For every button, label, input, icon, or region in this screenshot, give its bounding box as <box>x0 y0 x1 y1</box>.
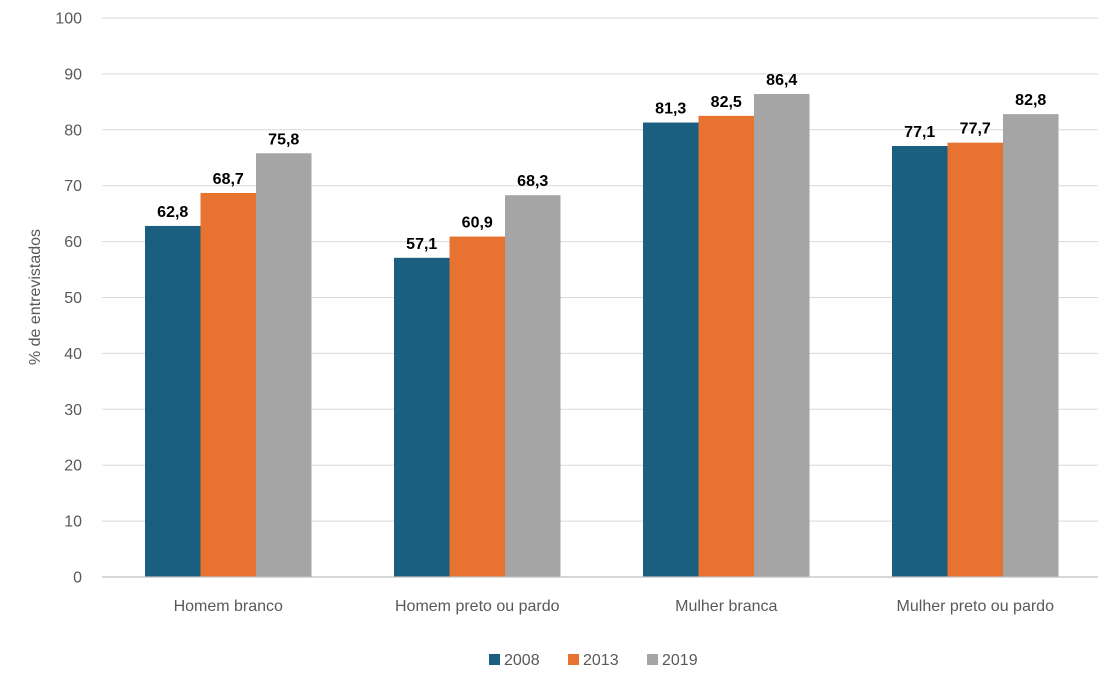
bar <box>200 192 256 578</box>
data-label: 68,3 <box>517 173 548 190</box>
y-tick-label: 90 <box>64 66 82 83</box>
x-tick-label: Mulher branca <box>675 598 777 615</box>
y-tick-label: 70 <box>64 178 82 195</box>
y-tick-label: 0 <box>73 570 82 587</box>
data-label: 82,5 <box>711 94 742 111</box>
y-axis-title: % de entrevistados <box>27 229 44 365</box>
data-label: 75,8 <box>268 131 299 148</box>
bar <box>1003 114 1059 577</box>
data-label: 77,7 <box>960 121 991 138</box>
y-tick-label: 10 <box>64 514 82 531</box>
legend-swatch <box>647 654 658 665</box>
data-label: 68,7 <box>213 171 244 188</box>
legend-swatch <box>489 654 500 665</box>
data-label: 57,1 <box>406 236 437 253</box>
data-label: 86,4 <box>766 72 797 89</box>
bar <box>698 115 754 577</box>
data-label: 60,9 <box>462 215 493 232</box>
data-labels: 62,8 57,1 81,3 77,1 68,7 60,9 82,5 77,7 75,8 68,3… <box>157 72 1046 253</box>
bar <box>754 94 810 578</box>
legend: 2008 2013 2019 <box>489 652 698 669</box>
y-tick-label: 60 <box>64 234 82 251</box>
x-tick-label: Homem preto ou pardo <box>395 598 560 615</box>
bar <box>256 153 312 577</box>
data-label: 82,8 <box>1015 92 1046 109</box>
x-tick-label: Homem branco <box>174 598 283 615</box>
y-tick-label: 40 <box>64 346 82 363</box>
bar <box>643 122 699 578</box>
legend-label: 2013 <box>583 652 619 668</box>
data-label: 77,1 <box>904 124 935 141</box>
bar <box>145 225 201 577</box>
y-tick-label: 100 <box>55 11 82 28</box>
legend-label: 2019 <box>662 652 698 668</box>
data-label: 81,3 <box>655 101 686 118</box>
bars <box>145 94 1059 578</box>
data-label: 62,8 <box>157 204 188 221</box>
y-tick-label: 80 <box>64 122 82 139</box>
y-tick-label: 20 <box>64 458 82 475</box>
bar <box>449 236 505 577</box>
y-tick-label: 30 <box>64 402 82 419</box>
x-tick-label: Mulher preto ou pardo <box>897 598 1055 615</box>
legend-label: 2008 <box>504 652 540 668</box>
y-tick-label: 50 <box>64 290 82 307</box>
bar <box>394 257 450 577</box>
bar <box>505 195 561 577</box>
bar <box>892 146 948 578</box>
legend-swatch <box>568 654 579 665</box>
x-axis-ticks: Homem branco Homem preto ou pardo Mulher b… <box>174 598 1055 615</box>
y-axis-ticks: 0 10 20 30 40 50 60 70 80 90 100 <box>55 11 82 587</box>
bar <box>947 142 1003 578</box>
